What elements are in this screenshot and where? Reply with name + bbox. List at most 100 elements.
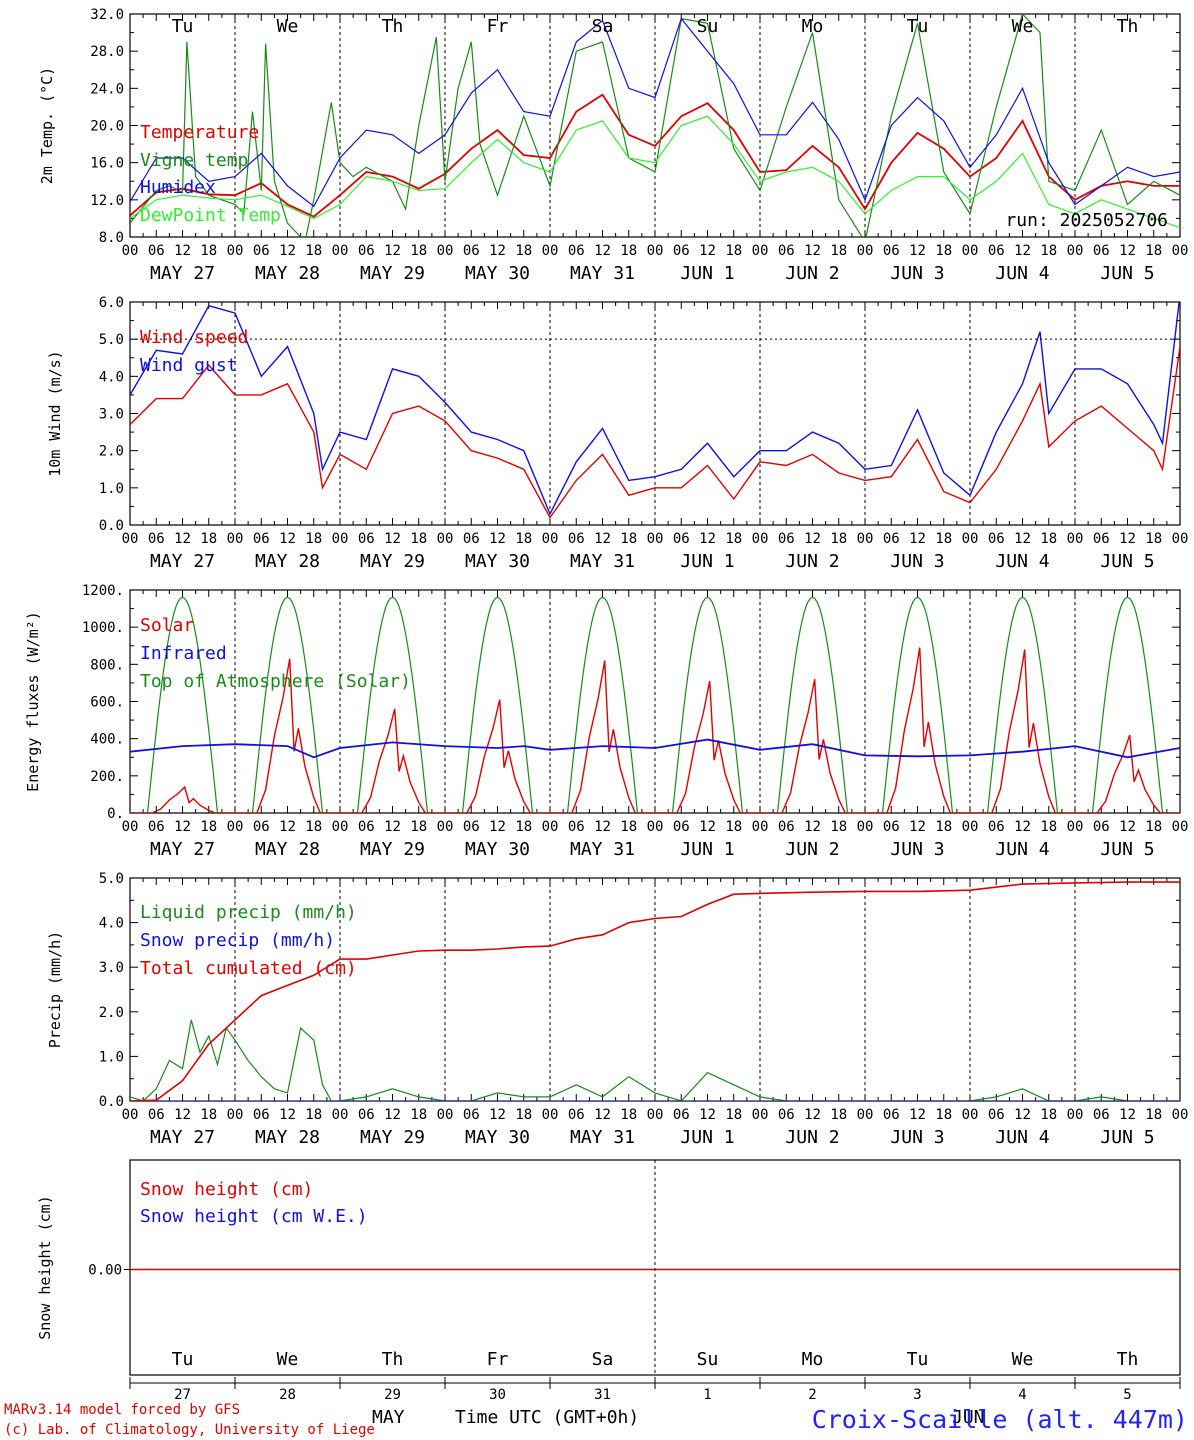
legend-temperature: Temperature <box>140 122 259 143</box>
hour-label: 18 <box>620 243 637 259</box>
hour-label: 00 <box>647 819 664 835</box>
hour-label: 00 <box>542 819 559 835</box>
hour-label: 12 <box>594 531 611 547</box>
date-label: MAY 31 <box>570 263 635 284</box>
y-axis-label: Precip (mm/h) <box>46 931 64 1048</box>
day-number: 1 <box>703 1387 711 1403</box>
hour-label: 06 <box>463 1107 480 1123</box>
date-label: MAY 31 <box>570 839 635 860</box>
time-axis-title: Time UTC (GMT+0h) <box>455 1407 639 1428</box>
y-tick-label: 2.0 <box>99 444 124 460</box>
hour-label: 00 <box>1172 819 1189 835</box>
hour-label: 00 <box>227 819 244 835</box>
hour-label: 12 <box>1014 1107 1031 1123</box>
hour-label: 12 <box>384 243 401 259</box>
model-credit: MARv3.14 model forced by GFS <box>4 1402 240 1418</box>
day-label: We <box>1012 1349 1034 1370</box>
date-label: MAY 29 <box>360 1127 425 1148</box>
hour-label: 18 <box>305 531 322 547</box>
hour-label: 12 <box>804 243 821 259</box>
hour-label: 12 <box>174 531 191 547</box>
date-label: MAY 27 <box>150 839 215 860</box>
hour-label: 18 <box>830 819 847 835</box>
day-label: Tu <box>172 16 194 37</box>
hour-label: 06 <box>253 819 270 835</box>
panel-3: 00 06 12 18 00 06 12 18 00 06 12 18 00 06 12 18 00 06 12 18… <box>24 583 1188 860</box>
date-label: MAY 29 <box>360 551 425 572</box>
panel-1: 00 06 12 18 00 06 12 18 00 06 12 18 00 06 12 18 00 06 12 18… <box>38 7 1188 284</box>
hour-label: 12 <box>279 1107 296 1123</box>
date-label: JUN 1 <box>680 551 734 572</box>
hour-label: 00 <box>1067 243 1084 259</box>
hour-label: 00 <box>1067 531 1084 547</box>
hour-label: 00 <box>437 243 454 259</box>
hour-label: 06 <box>1093 531 1110 547</box>
day-number: 3 <box>913 1387 921 1403</box>
hour-label: 12 <box>1119 243 1136 259</box>
day-label: Th <box>1117 16 1139 37</box>
day-label: We <box>277 1349 299 1370</box>
hour-label: 00 <box>752 819 769 835</box>
hour-label: 06 <box>988 1107 1005 1123</box>
lab-credit: (c) Lab. of Climatology, University of L… <box>4 1422 375 1438</box>
day-number: 31 <box>594 1387 611 1403</box>
panel-frame <box>129 589 1181 814</box>
hour-label: 18 <box>830 531 847 547</box>
series-dewpoint-temp <box>130 115 1180 229</box>
legend-top-of-atmosphere-solar-: Top of Atmosphere (Solar) <box>140 671 411 692</box>
date-label: JUN 3 <box>890 839 944 860</box>
day-label: Th <box>382 16 404 37</box>
hour-label: 00 <box>332 1107 349 1123</box>
day-label: Su <box>697 1349 719 1370</box>
hour-label: 00 <box>332 531 349 547</box>
hour-label: 00 <box>647 1107 664 1123</box>
legend-wind-gust: Wind gust <box>140 355 238 376</box>
hour-label: 18 <box>725 819 742 835</box>
hour-label: 12 <box>699 819 716 835</box>
hour-label: 00 <box>1172 243 1189 259</box>
date-label: MAY 30 <box>465 1127 530 1148</box>
hour-label: 12 <box>174 243 191 259</box>
hour-label: 06 <box>148 819 165 835</box>
hour-label: 00 <box>962 531 979 547</box>
hour-label: 00 <box>122 531 139 547</box>
day-label: Tu <box>907 1349 929 1370</box>
hour-label: 06 <box>883 531 900 547</box>
series-group <box>130 14 1180 237</box>
hour-label: 00 <box>752 1107 769 1123</box>
month-label-jun: JUN <box>952 1407 985 1428</box>
date-label: MAY 31 <box>570 551 635 572</box>
hour-label: 06 <box>358 819 375 835</box>
y-tick-label: 6.0 <box>99 295 124 311</box>
hour-label: 00 <box>542 531 559 547</box>
hour-label: 06 <box>253 1107 270 1123</box>
hour-label: 06 <box>778 531 795 547</box>
hour-label: 00 <box>962 243 979 259</box>
hour-label: 12 <box>594 1107 611 1123</box>
hour-label: 18 <box>1145 819 1162 835</box>
hour-label: 18 <box>935 531 952 547</box>
date-label: MAY 27 <box>150 263 215 284</box>
date-label: JUN 1 <box>680 839 734 860</box>
day-label: Tu <box>907 16 929 37</box>
hour-label: 12 <box>699 531 716 547</box>
hour-label: 06 <box>673 819 690 835</box>
hour-label: 00 <box>437 531 454 547</box>
y-tick-label: 5.0 <box>99 332 124 348</box>
hour-label: 00 <box>752 531 769 547</box>
panel-5: Snow height (cm) 0.00 Tu We Th Fr Sa Su Mo Tu We Th… <box>36 1159 1181 1403</box>
hour-label: 06 <box>988 531 1005 547</box>
date-label: JUN 1 <box>680 263 734 284</box>
y-tick-label: 600. <box>90 695 124 711</box>
hour-label: 18 <box>1040 819 1057 835</box>
hour-label: 18 <box>935 243 952 259</box>
date-label: JUN 4 <box>995 839 1049 860</box>
hour-label: 00 <box>1172 1107 1189 1123</box>
date-label: MAY 27 <box>150 551 215 572</box>
day-label: Sa <box>592 1349 614 1370</box>
hour-label: 12 <box>489 531 506 547</box>
hour-label: 12 <box>909 243 926 259</box>
hour-label: 00 <box>122 819 139 835</box>
hour-label: 18 <box>515 819 532 835</box>
